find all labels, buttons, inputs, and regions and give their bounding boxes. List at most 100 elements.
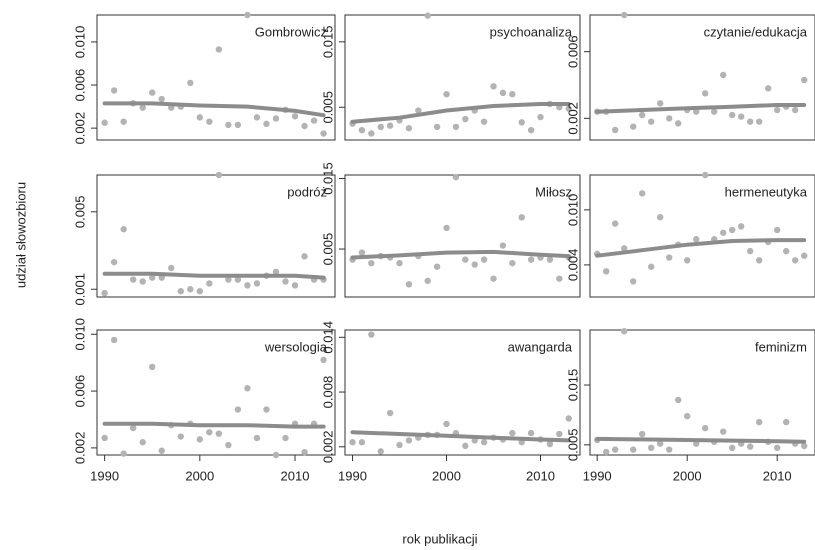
data-point	[244, 385, 251, 392]
data-point	[783, 247, 790, 255]
y-tick-label: 0.010	[565, 194, 580, 227]
data-point	[747, 118, 754, 125]
data-point	[129, 424, 137, 432]
data-point	[272, 451, 280, 459]
panel-frame	[344, 174, 581, 298]
data-point	[253, 114, 261, 121]
data-point	[120, 226, 127, 233]
data-point	[792, 257, 799, 264]
data-point	[612, 126, 619, 134]
data-point	[310, 117, 318, 124]
data-point	[282, 434, 289, 442]
data-point	[377, 123, 384, 131]
data-point	[639, 430, 646, 438]
x-tick-label: 1990	[583, 468, 612, 483]
y-tick-label: 0.005	[320, 233, 335, 266]
data-point	[480, 256, 488, 263]
data-point	[225, 121, 232, 129]
data-point	[499, 89, 507, 97]
data-point	[443, 224, 450, 232]
data-point	[168, 264, 175, 272]
trend-line	[350, 249, 571, 260]
data-point	[149, 89, 156, 96]
data-point	[648, 118, 655, 125]
data-point	[774, 226, 781, 234]
panel-title: wersologia	[264, 339, 328, 354]
data-point	[282, 278, 289, 285]
panel-title: psychoanaliza	[490, 24, 573, 39]
trend-line	[595, 103, 807, 114]
data-point	[452, 123, 460, 131]
data-point	[702, 424, 709, 432]
data-point	[711, 108, 718, 115]
data-point	[386, 122, 394, 129]
data-point	[537, 113, 544, 121]
panel-frame	[344, 14, 581, 141]
data-point	[129, 276, 137, 283]
data-point	[666, 115, 673, 122]
data-point	[499, 242, 507, 249]
data-point	[120, 118, 127, 125]
data-point	[657, 213, 664, 221]
data-point	[244, 11, 251, 19]
data-point	[263, 120, 270, 128]
data-point	[320, 356, 327, 364]
data-point	[301, 253, 308, 260]
data-point	[196, 436, 204, 443]
trend-line	[102, 271, 326, 280]
data-point	[377, 448, 384, 455]
data-point	[518, 214, 525, 221]
data-point	[657, 440, 664, 447]
data-point	[527, 126, 535, 134]
data-point	[603, 268, 610, 275]
data-point	[215, 46, 223, 53]
panel-frame	[96, 329, 336, 456]
data-point	[443, 90, 450, 98]
data-point	[244, 282, 251, 289]
y-tick-label: 0.006	[72, 69, 87, 102]
data-point	[490, 83, 497, 90]
data-point	[139, 104, 146, 111]
data-point	[565, 415, 572, 422]
y-tick-label: 0.002	[320, 431, 335, 464]
data-point	[621, 327, 628, 335]
data-point	[509, 429, 516, 437]
data-point	[774, 444, 781, 452]
y-tick-label: 0.010	[72, 318, 87, 351]
data-point	[177, 433, 184, 440]
data-point	[747, 247, 754, 255]
panel-title: hermeneutyka	[725, 184, 808, 199]
y-tick-label: 0.015	[320, 26, 335, 59]
data-point	[101, 289, 108, 297]
y-tick-label: 0.002	[565, 102, 580, 135]
data-point	[630, 123, 637, 130]
data-point	[639, 190, 646, 197]
x-tick-label: 2000	[185, 468, 214, 483]
data-point	[630, 278, 637, 285]
trend-line	[350, 102, 571, 124]
data-point	[738, 223, 745, 230]
data-point	[648, 263, 655, 270]
data-point	[756, 118, 763, 125]
data-point	[358, 439, 366, 446]
data-point	[215, 171, 223, 179]
data-point	[657, 100, 664, 107]
data-point	[196, 114, 204, 121]
y-tick-label: 0.010	[72, 26, 87, 59]
data-point	[139, 278, 146, 285]
data-point	[490, 275, 497, 282]
data-point	[648, 444, 655, 452]
data-point	[518, 119, 525, 126]
trend-line	[102, 421, 326, 429]
y-tick-label: 0.005	[320, 91, 335, 124]
data-point	[253, 280, 261, 287]
data-point	[234, 406, 242, 413]
data-point	[291, 282, 299, 289]
data-point	[612, 446, 619, 453]
data-point	[272, 115, 280, 122]
data-point	[291, 113, 299, 120]
data-point	[234, 121, 242, 129]
data-point	[263, 406, 270, 413]
data-point	[684, 257, 691, 264]
panel-frame	[589, 14, 815, 141]
